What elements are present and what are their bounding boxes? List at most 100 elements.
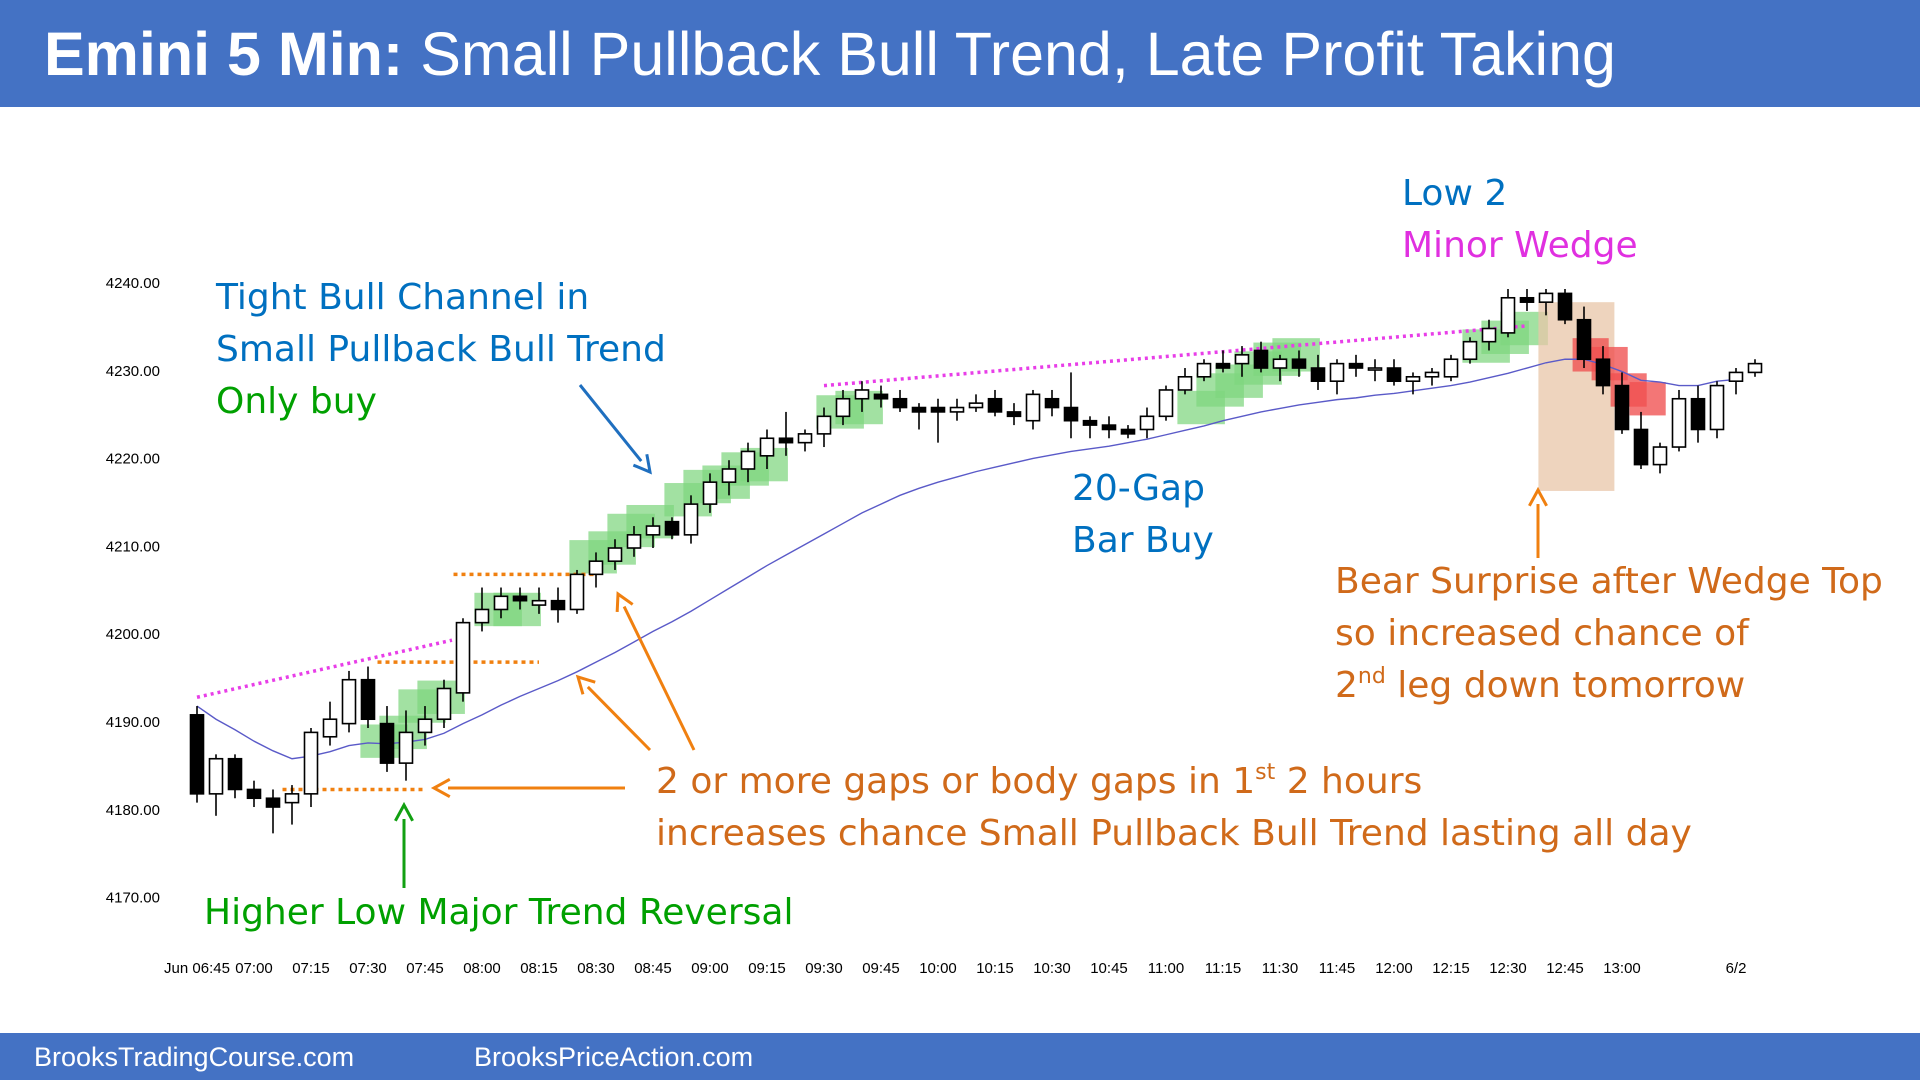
candle bbox=[1462, 337, 1478, 364]
bull-candle-body bbox=[1462, 340, 1478, 361]
bear-candle-body bbox=[189, 714, 205, 795]
annotation-arrows bbox=[394, 384, 1548, 888]
candle bbox=[569, 569, 585, 614]
bear-candle-body bbox=[892, 397, 908, 409]
gap-bar-line2: Bar Buy bbox=[1072, 520, 1214, 561]
candle bbox=[740, 442, 756, 483]
y-tick-label: 4230.00 bbox=[106, 363, 160, 380]
x-tick-label: 09:30 bbox=[805, 960, 843, 977]
candle bbox=[531, 587, 547, 614]
candle bbox=[227, 754, 243, 799]
bear-candle-body bbox=[1101, 424, 1117, 431]
bull-candle-body bbox=[398, 731, 414, 764]
footer-left-link[interactable]: BrooksTradingCourse.com bbox=[34, 1042, 355, 1072]
candle bbox=[1348, 354, 1364, 377]
candle bbox=[949, 398, 965, 421]
arrow-head bbox=[632, 454, 652, 475]
arrow-head bbox=[615, 591, 634, 613]
title-bold: Emini 5 Min: bbox=[44, 20, 404, 88]
candle bbox=[1424, 368, 1440, 386]
candle bbox=[1367, 359, 1383, 382]
candle bbox=[1006, 403, 1022, 426]
bull-candle-body bbox=[208, 757, 224, 795]
bull-candle-body bbox=[1671, 397, 1687, 448]
x-tick-label: Jun 06:45 bbox=[164, 960, 230, 977]
higher-low-label: Higher Low Major Trend Reversal bbox=[204, 892, 793, 933]
bear-candle-body bbox=[550, 599, 566, 611]
candle bbox=[683, 495, 699, 544]
bull-candle-body bbox=[1424, 371, 1440, 378]
bull-candle-body bbox=[607, 547, 623, 562]
candle bbox=[835, 389, 851, 426]
candle bbox=[303, 728, 319, 808]
candle bbox=[474, 587, 490, 632]
bull-candle-body bbox=[474, 608, 490, 624]
candle bbox=[1234, 346, 1250, 377]
arrow-head bbox=[394, 801, 414, 822]
candle bbox=[1082, 416, 1098, 439]
bull-candle-body bbox=[1538, 292, 1554, 303]
bull-candle-body bbox=[455, 621, 471, 694]
bear-candle-body bbox=[1386, 367, 1402, 382]
candle bbox=[721, 460, 737, 496]
profit-taking-zone bbox=[1538, 302, 1615, 491]
y-tick-label: 4210.00 bbox=[106, 538, 160, 555]
candle bbox=[1633, 411, 1649, 469]
bear-candle-body bbox=[246, 788, 262, 800]
gaps-arrow-1 bbox=[430, 778, 625, 798]
x-tick-label: 10:00 bbox=[919, 960, 957, 977]
candle bbox=[1272, 354, 1288, 382]
candle bbox=[968, 394, 984, 412]
x-tick-label: 09:00 bbox=[691, 960, 729, 977]
candle bbox=[1101, 416, 1117, 439]
candle bbox=[1120, 425, 1136, 439]
bear-candle-body bbox=[1006, 411, 1022, 418]
low2-label: Low 2 bbox=[1402, 173, 1507, 214]
bear-candle-body bbox=[930, 406, 946, 413]
candle bbox=[1405, 372, 1421, 395]
y-tick-label: 4180.00 bbox=[106, 802, 160, 819]
bull-candle-body bbox=[588, 560, 604, 576]
candle bbox=[1196, 359, 1212, 382]
gaps-line1-pre: 2 or more gaps or body gaps in 1 bbox=[656, 761, 1255, 802]
footer-right-link[interactable]: BrooksPriceAction.com bbox=[474, 1042, 754, 1072]
bull-candle-body bbox=[759, 437, 775, 457]
annotations: Tight Bull Channel in Small Pullback Bull… bbox=[204, 173, 1883, 933]
tight-channel-line1: Tight Bull Channel in bbox=[215, 277, 589, 318]
gaps-line1-post: 2 hours bbox=[1275, 761, 1422, 802]
candle bbox=[1728, 368, 1744, 395]
bull-candle-body bbox=[835, 397, 851, 418]
x-tick-label: 07:00 bbox=[235, 960, 273, 977]
candle bbox=[702, 473, 718, 513]
footer-banner: BrooksTradingCourse.com BrooksPriceActio… bbox=[0, 1033, 1920, 1080]
bear-candle-body bbox=[1614, 384, 1630, 431]
channel-arrow bbox=[578, 384, 652, 475]
candle bbox=[1386, 359, 1402, 386]
bear-candle-body bbox=[1063, 406, 1079, 422]
x-tick-label: 11:15 bbox=[1205, 960, 1241, 977]
x-tick-label: 07:45 bbox=[406, 960, 444, 977]
bear-candle-body bbox=[1633, 428, 1649, 466]
ema-line bbox=[196, 358, 1737, 760]
bear-candle-body bbox=[227, 757, 243, 791]
x-tick-label: 12:30 bbox=[1489, 960, 1527, 977]
candle bbox=[1044, 389, 1060, 417]
bear-surprise-line2: so increased chance of bbox=[1335, 613, 1750, 654]
bull-candle-body bbox=[797, 433, 813, 444]
candle bbox=[626, 526, 642, 557]
moving-average bbox=[196, 358, 1737, 760]
candle bbox=[892, 389, 908, 412]
bear-candle-body bbox=[1557, 292, 1573, 321]
bear-candle-body bbox=[1310, 367, 1326, 382]
magenta-trendline-2 bbox=[823, 324, 1528, 388]
bull-candle-body bbox=[816, 415, 832, 435]
bull-candle-body bbox=[1025, 393, 1041, 422]
red-box bbox=[1629, 382, 1666, 416]
second-leg-num: 2 bbox=[1335, 665, 1358, 706]
gaps-line2: increases chance Small Pullback Bull Tre… bbox=[656, 813, 1692, 854]
bull-candle-body bbox=[1405, 375, 1421, 382]
bull-candle-body bbox=[740, 450, 756, 470]
candle bbox=[911, 403, 927, 430]
candles bbox=[189, 289, 1763, 834]
bear-candle-body bbox=[1044, 397, 1060, 409]
